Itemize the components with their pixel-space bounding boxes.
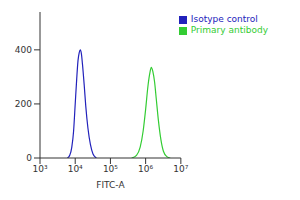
html-text:Primary antibody: Primary antibody [190,25,268,35]
svg-text:FITC-A: FITC-A [96,180,125,190]
svg-text:200: 200 [15,99,32,109]
html-text:Isotype control: Isotype control [190,14,258,24]
svg-text:10⁶: 10⁶ [138,164,153,174]
svg-text:0: 0 [26,153,32,163]
svg-text:10³: 10³ [32,164,47,174]
svg-text:400: 400 [15,45,32,55]
svg-text:10⁵: 10⁵ [103,164,118,174]
svg-text:10⁴: 10⁴ [68,164,83,174]
svg-text:10⁷: 10⁷ [173,164,188,174]
